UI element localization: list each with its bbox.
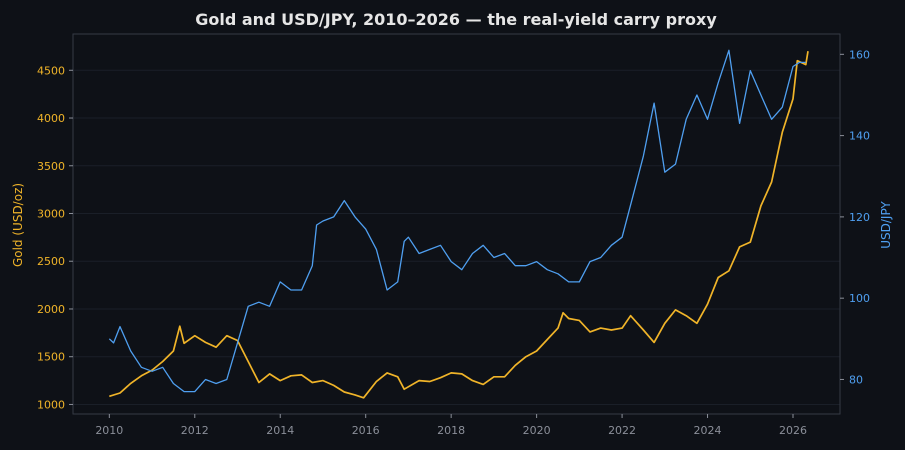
y-left-tick-label: 1000: [37, 398, 65, 411]
x-tick-label: 2012: [181, 424, 209, 437]
y-right-tick-label: 120: [849, 211, 870, 224]
y-right-tick-label: 140: [849, 130, 870, 143]
usd-jpy-series-line: [108, 49, 806, 393]
plot-frame: [72, 33, 841, 415]
y-left-tick-label: 2500: [37, 255, 65, 268]
x-tick-label: 2024: [694, 424, 722, 437]
x-tick-label: 2018: [437, 424, 465, 437]
y-right-axis-label: USD/JPY: [879, 201, 893, 249]
x-tick-label: 2026: [779, 424, 807, 437]
chart-title: Gold and USD/JPY, 2010–2026 — the real-y…: [195, 10, 717, 29]
y-left-tick-label: 4000: [37, 112, 65, 125]
x-tick-label: 2010: [95, 424, 123, 437]
y-right-tick-label: 160: [849, 48, 870, 61]
series-layer: [108, 49, 809, 399]
y-left-axis-label: Gold (USD/oz): [11, 183, 25, 267]
gold-series-line: [109, 51, 809, 399]
x-tick-label: 2016: [352, 424, 380, 437]
grid: [73, 69, 840, 405]
y-left-tick-label: 3000: [37, 207, 65, 220]
y-right-tick-label: 80: [849, 373, 863, 386]
y-right-tick-label: 100: [849, 292, 870, 305]
x-tick-label: 2020: [523, 424, 551, 437]
y-left-tick-label: 3500: [37, 160, 65, 173]
x-tick-label: 2014: [266, 424, 294, 437]
y-left-tick-label: 4500: [37, 64, 65, 77]
ticks-layer: 2010 2012 2014 2016 2018 2020 2022 2024 2026 1000…: [37, 48, 870, 437]
y-left-tick-label: 1500: [37, 351, 65, 364]
x-tick-label: 2022: [608, 424, 636, 437]
y-left-tick-label: 2000: [37, 303, 65, 316]
